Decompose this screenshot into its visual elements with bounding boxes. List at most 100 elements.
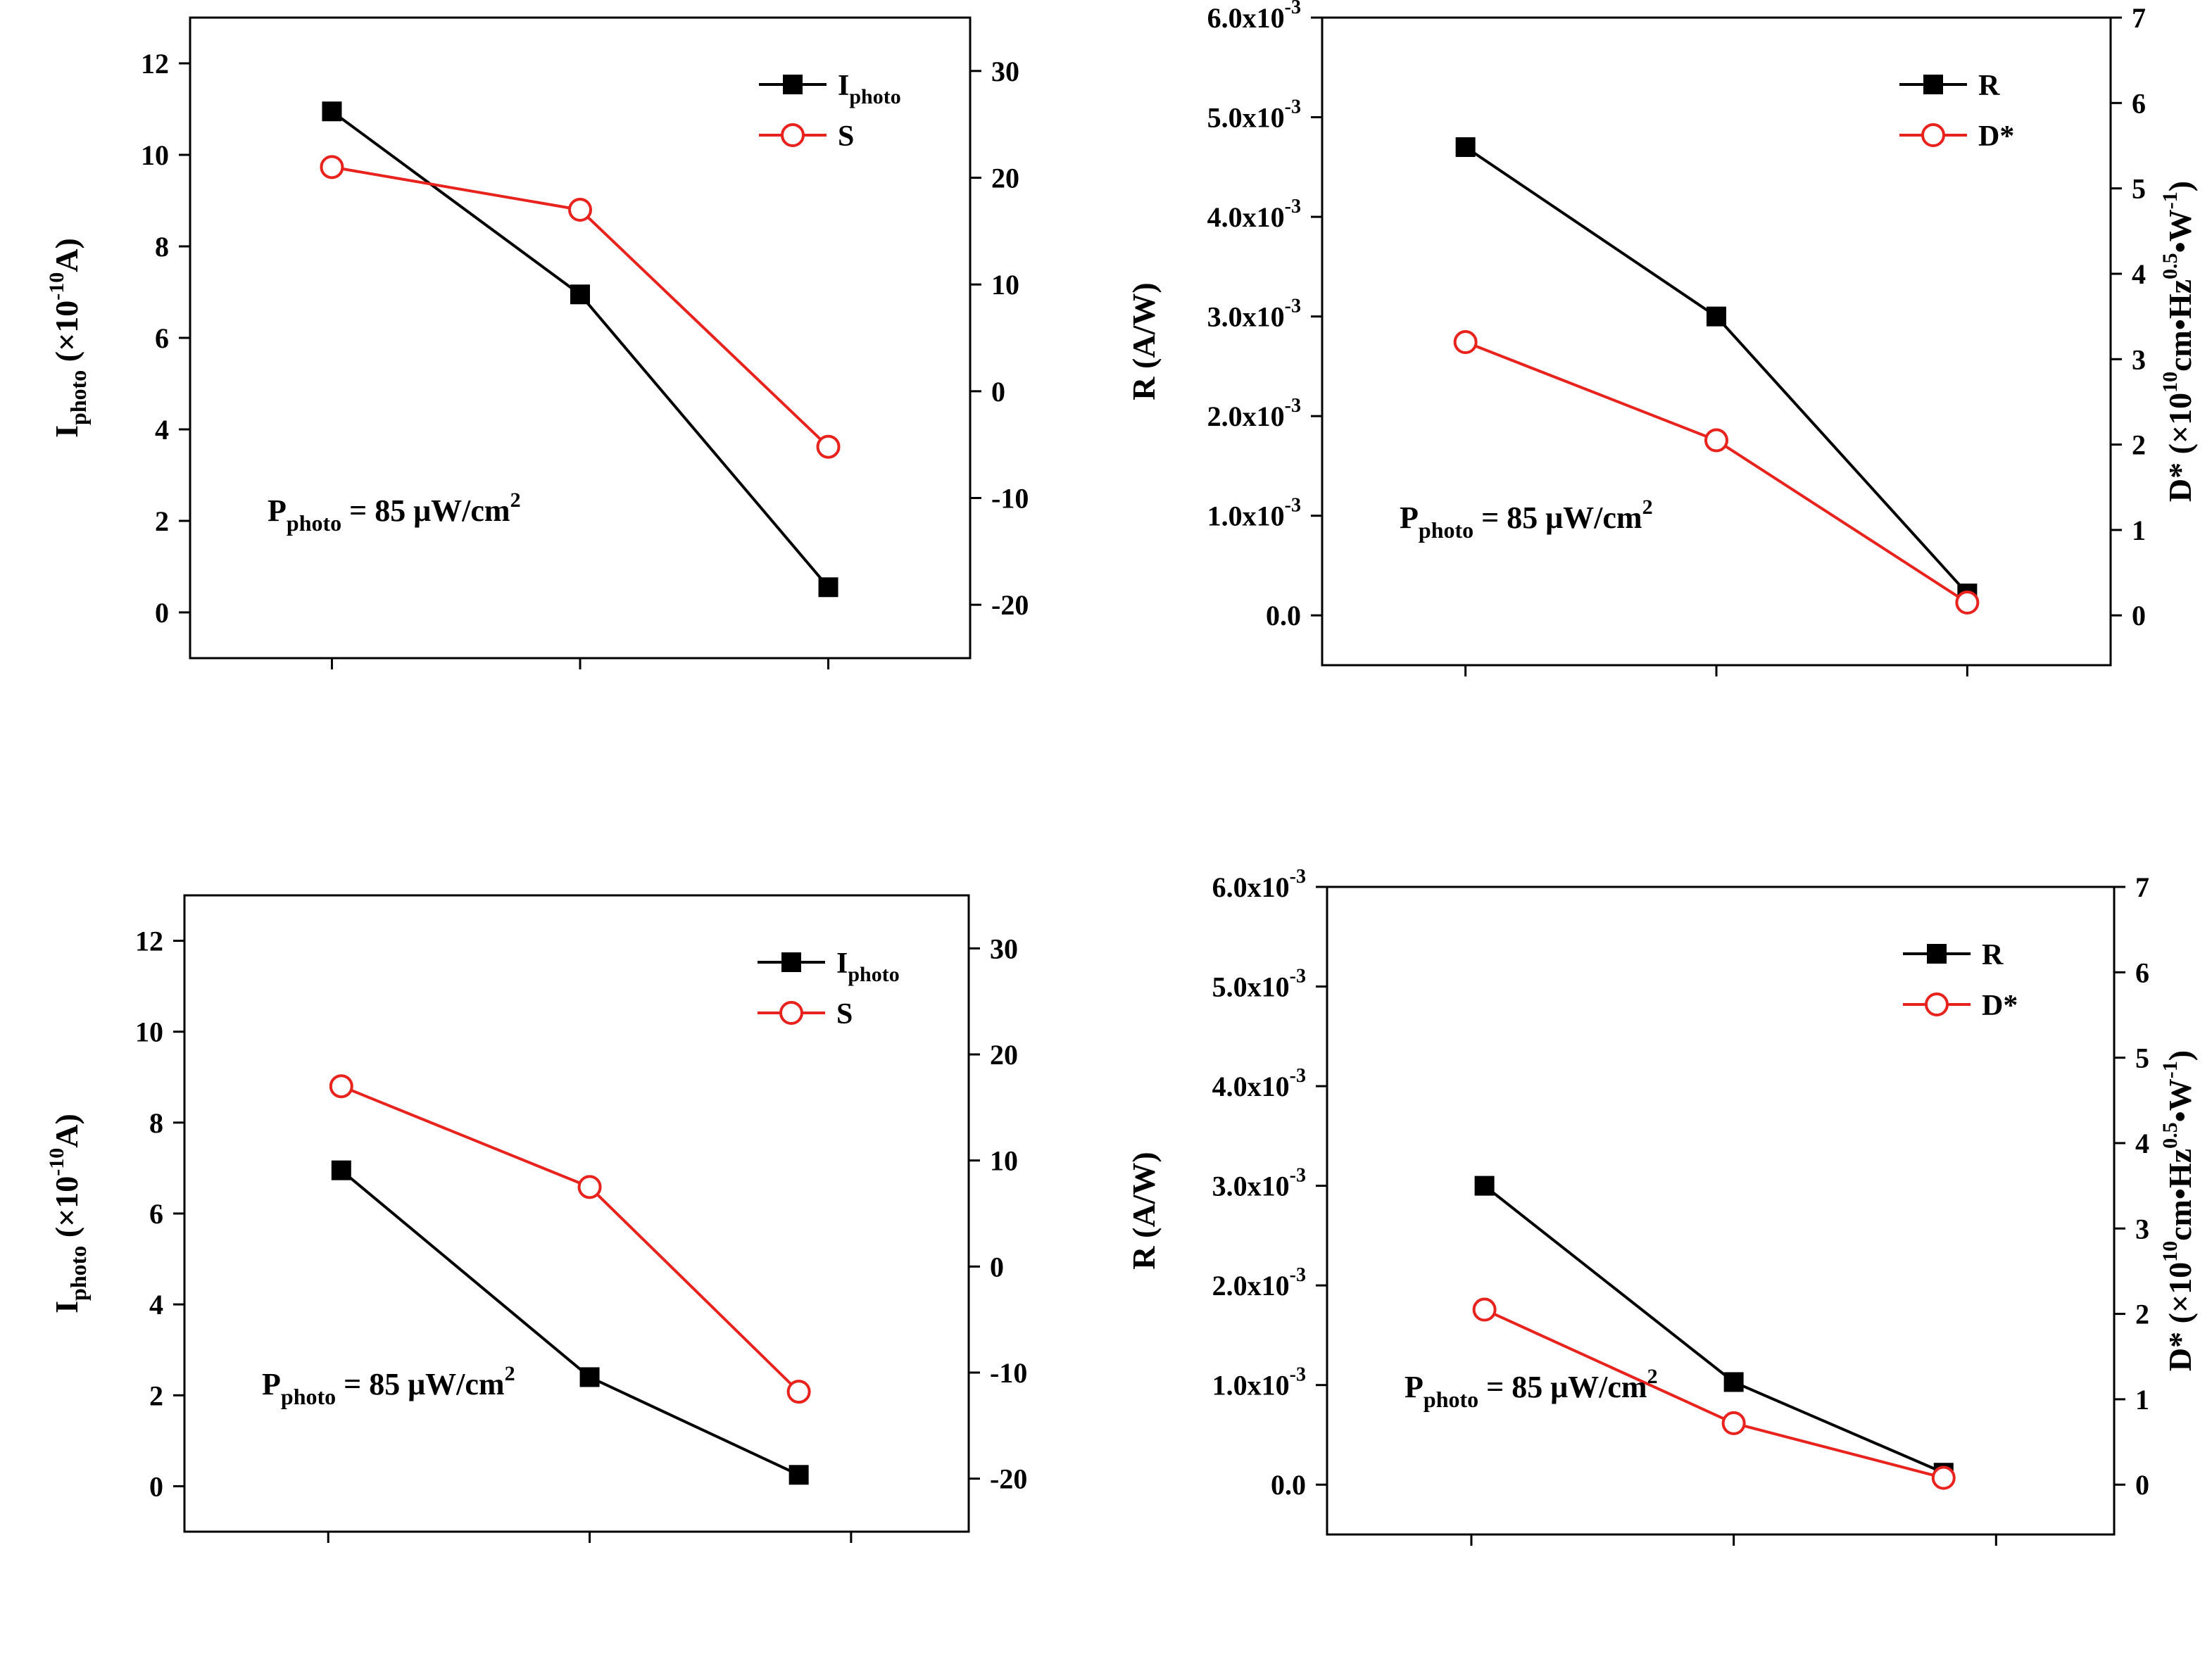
panel-b: 0.0 1.0x10-3 2.0x10-3 3.0x10-3 4.0x10-3 5.0x1… bbox=[1126, 0, 2198, 676]
data-point-circle bbox=[568, 198, 592, 222]
panel-c: 0 2 4 6 8 10 12 -20 -10 0 10 20 30 Iphoto (×10-10A) Ip… bbox=[45, 894, 1027, 1543]
legend-marker-square bbox=[781, 952, 801, 972]
plot-frame bbox=[189, 16, 972, 660]
y-right-tick-label: 20 bbox=[991, 163, 1019, 194]
legend-label: D* bbox=[1982, 990, 2018, 1022]
y-right-tick-label: 0 bbox=[2135, 1469, 2149, 1501]
data-point-square bbox=[1474, 1175, 1495, 1196]
y-left-axis-title: R (A/W) bbox=[1126, 282, 1162, 400]
data-point-circle bbox=[1721, 1411, 1746, 1435]
legend-marker-circle bbox=[779, 1001, 803, 1025]
y-right-tick-label: 30 bbox=[991, 56, 1019, 87]
y-right-tick-label: 7 bbox=[2135, 871, 2149, 903]
data-point-circle bbox=[577, 1175, 602, 1199]
y-right-tick-label: -20 bbox=[990, 1463, 1027, 1495]
legend-marker-circle bbox=[781, 123, 805, 147]
y-right-tick-label: 7 bbox=[2132, 2, 2146, 34]
y-right-tick-label: 1 bbox=[2132, 515, 2146, 546]
y-right-tick-label: 0 bbox=[2132, 600, 2146, 631]
y-left-tick-label: 6 bbox=[149, 1198, 163, 1230]
y-left-tick-label: 2.0x10-3 bbox=[1207, 395, 1301, 432]
y-right-tick-label: 6 bbox=[2135, 957, 2149, 988]
y-right-axis-title: D* (×1010cm•Hz0.5•W-1) bbox=[2158, 181, 2198, 502]
y-left-tick-label: 8 bbox=[155, 231, 169, 263]
plot-frame bbox=[1326, 885, 2116, 1536]
y-left-tick-label: 10 bbox=[141, 139, 169, 171]
data-point-square bbox=[1455, 137, 1476, 157]
y-left-tick-label: 1.0x10-3 bbox=[1207, 495, 1301, 532]
series-line-1 bbox=[1464, 341, 1968, 604]
data-point-circle bbox=[1453, 330, 1478, 355]
y-right-tick-label: 0 bbox=[991, 376, 1005, 408]
y-right-tick-label: 4 bbox=[2132, 258, 2146, 290]
y-left-tick-label: 4.0x10-3 bbox=[1207, 196, 1301, 233]
y-left-tick-label: 3.0x10-3 bbox=[1212, 1165, 1306, 1202]
data-point-circle bbox=[329, 1074, 353, 1099]
legend-label: S bbox=[838, 120, 854, 153]
legend-marker-square bbox=[1923, 75, 1943, 94]
power-annotation: Pphoto = 85 μW/cm2 bbox=[1400, 496, 1653, 543]
y-left-tick-label: 1.0x10-3 bbox=[1212, 1364, 1306, 1401]
legend-label: Iphoto bbox=[836, 947, 900, 986]
y-right-tick-label: 30 bbox=[990, 933, 1018, 964]
y-left-axis-title: R (A/W) bbox=[1126, 1152, 1162, 1269]
data-point-square bbox=[1707, 306, 1726, 327]
y-left-tick-label: 2.0x10-3 bbox=[1212, 1264, 1306, 1301]
data-point-square bbox=[570, 284, 590, 305]
y-left-tick-label: 10 bbox=[135, 1016, 163, 1048]
y-right-tick-label: 10 bbox=[990, 1145, 1018, 1177]
y-right-tick-label: 0 bbox=[990, 1251, 1004, 1282]
y-right-tick-label: 3 bbox=[2135, 1213, 2149, 1244]
data-point-circle bbox=[1955, 591, 1980, 615]
y-left-tick-label: 0 bbox=[149, 1470, 163, 1502]
panel-a: 0 2 4 6 8 10 12 -20 -10 0 10 20 30 Iphoto (×10-10A) Ip… bbox=[45, 16, 1029, 669]
y-left-tick-label: 2 bbox=[149, 1380, 163, 1411]
y-right-tick-label: 3 bbox=[2132, 343, 2146, 375]
data-point-square bbox=[322, 101, 342, 122]
y-right-tick-label: 2 bbox=[2132, 429, 2146, 461]
y-right-tick-label: 2 bbox=[2135, 1299, 2149, 1330]
power-annotation: Pphoto = 85 μW/cm2 bbox=[262, 1362, 515, 1409]
y-left-tick-label: 0.0 bbox=[1271, 1469, 1306, 1501]
power-annotation: Pphoto = 85 μW/cm2 bbox=[1405, 1365, 1658, 1412]
y-right-tick-label: 20 bbox=[990, 1039, 1018, 1071]
legend-label: S bbox=[836, 998, 853, 1030]
data-point-circle bbox=[816, 434, 841, 459]
y-right-tick-label: 4 bbox=[2135, 1128, 2149, 1159]
y-left-tick-label: 4 bbox=[155, 414, 169, 446]
series-line-0 bbox=[1483, 1185, 1944, 1475]
y-right-tick-label: 5 bbox=[2132, 173, 2146, 205]
data-point-square bbox=[331, 1160, 351, 1180]
y-left-axis-title: Iphoto (×10-10A) bbox=[45, 1114, 91, 1313]
y-left-tick-label: 0.0 bbox=[1266, 600, 1301, 631]
y-left-tick-label: 12 bbox=[141, 48, 169, 80]
y-left-tick-label: 0 bbox=[155, 597, 169, 629]
y-left-tick-label: 2 bbox=[155, 505, 169, 537]
legend-marker-circle bbox=[1925, 992, 1949, 1016]
y-right-tick-label: -20 bbox=[991, 589, 1029, 621]
y-right-tick-label: 5 bbox=[2135, 1042, 2149, 1074]
legend-label: Iphoto bbox=[838, 70, 901, 108]
y-left-tick-label: 6.0x10-3 bbox=[1212, 866, 1306, 903]
legend-label: D* bbox=[1978, 120, 2014, 153]
data-point-square bbox=[788, 1465, 809, 1485]
y-left-axis-title: Iphoto (×10-10A) bbox=[45, 238, 91, 438]
data-point-circle bbox=[786, 1380, 811, 1404]
plot-frame bbox=[183, 894, 970, 1533]
data-point-square bbox=[1723, 1372, 1744, 1392]
y-left-tick-label: 8 bbox=[149, 1107, 163, 1139]
y-left-tick-label: 6.0x10-3 bbox=[1207, 0, 1301, 34]
y-left-tick-label: 5.0x10-3 bbox=[1212, 966, 1306, 1003]
y-right-tick-label: 1 bbox=[2135, 1384, 2149, 1416]
y-right-tick-label: -10 bbox=[990, 1357, 1027, 1389]
y-left-tick-label: 4.0x10-3 bbox=[1212, 1065, 1306, 1102]
series-line-1 bbox=[341, 1085, 800, 1393]
data-point-square bbox=[579, 1367, 600, 1387]
legend-marker-square bbox=[783, 75, 803, 94]
legend-marker-circle bbox=[1921, 123, 1945, 147]
y-left-tick-label: 4 bbox=[149, 1289, 163, 1321]
y-left-tick-label: 3.0x10-3 bbox=[1207, 296, 1301, 333]
data-point-circle bbox=[1704, 428, 1728, 453]
legend-label: R bbox=[1978, 70, 2000, 102]
